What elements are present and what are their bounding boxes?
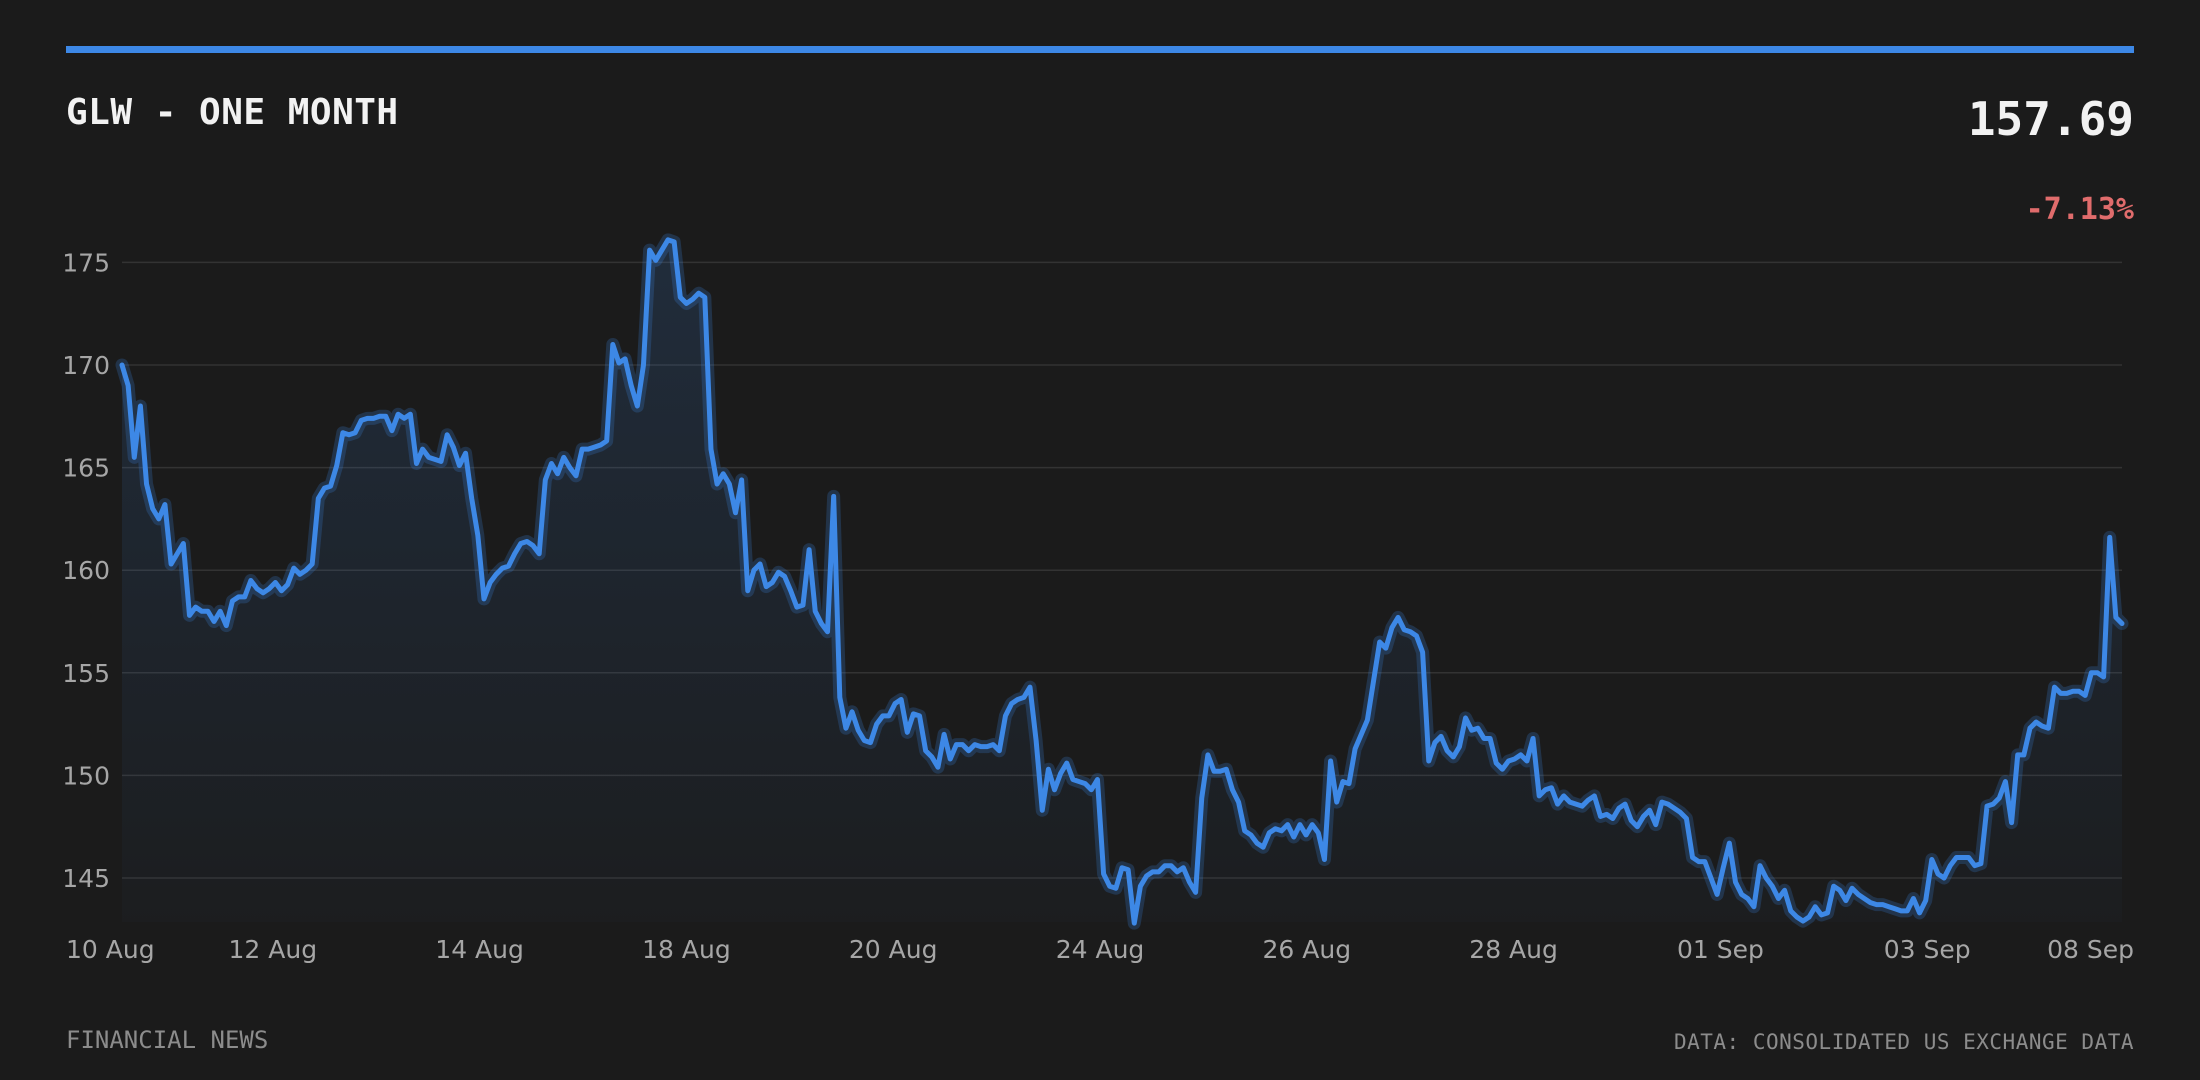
y-axis-ticks: 145 150 155 160 165 170 175 xyxy=(62,248,110,893)
last-price: 157.69 xyxy=(1967,92,2134,146)
x-tick-label: 28 Aug xyxy=(1469,935,1558,964)
x-tick-label: 24 Aug xyxy=(1056,935,1145,964)
y-tick-label: 145 xyxy=(62,864,110,893)
x-tick-label: 03 Sep xyxy=(1884,935,1971,964)
x-tick-label: 20 Aug xyxy=(849,935,938,964)
y-tick-label: 155 xyxy=(62,659,110,688)
x-tick-label: 26 Aug xyxy=(1263,935,1352,964)
y-tick-label: 150 xyxy=(62,761,110,790)
price-chart: 145 150 155 160 165 170 175 10 Aug 12 Aug 14 Aug… xyxy=(62,233,2134,964)
price-line-series xyxy=(119,237,2125,926)
x-tick-label: 10 Aug xyxy=(66,935,155,964)
footer-source-right: DATA: CONSOLIDATED US EXCHANGE DATA xyxy=(1673,1030,2134,1054)
x-tick-label: 01 Sep xyxy=(1677,935,1764,964)
y-tick-label: 165 xyxy=(62,454,110,483)
x-axis-ticks: 10 Aug 12 Aug 14 Aug 18 Aug 20 Aug 24 Aug 26 A… xyxy=(66,935,2134,964)
price-change: -7.13% xyxy=(2025,192,2134,227)
footer-source-left: FINANCIAL NEWS xyxy=(66,1026,269,1054)
chart-title: GLW - ONE MONTH xyxy=(66,92,399,133)
x-tick-label: 14 Aug xyxy=(435,935,524,964)
x-tick-label: 12 Aug xyxy=(229,935,318,964)
y-tick-label: 175 xyxy=(62,248,110,277)
top-accent-rule xyxy=(66,46,2134,53)
x-tick-label: 08 Sep xyxy=(2047,935,2134,964)
price-area-fill xyxy=(122,239,2122,924)
x-tick-label: 18 Aug xyxy=(642,935,731,964)
y-tick-label: 170 xyxy=(62,351,110,380)
y-tick-label: 160 xyxy=(62,556,110,585)
